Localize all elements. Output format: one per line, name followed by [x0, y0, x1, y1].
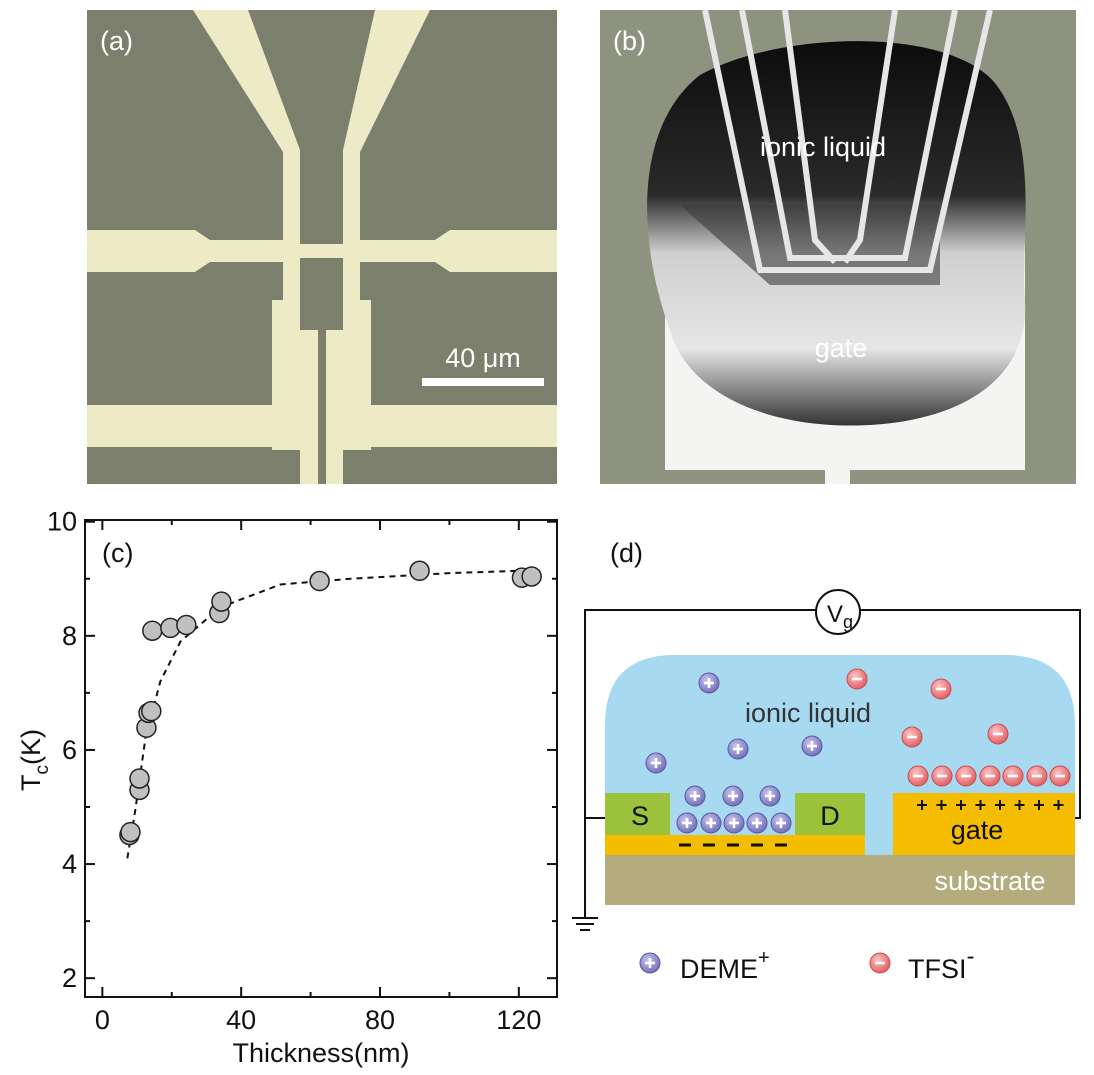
surface-charge: [936, 800, 947, 810]
y-tick-label: 4: [62, 849, 77, 879]
panel-d: (d) Vg S D gate substrate ionic liquid D…: [572, 538, 1081, 984]
x-axis-label: Thickness(nm): [232, 1038, 409, 1068]
substrate: [605, 855, 1075, 905]
gate-lead: [825, 465, 850, 484]
y-tick-label: 10: [47, 507, 77, 537]
ion-sign: [645, 958, 655, 968]
legend-cation: DEME+: [680, 947, 770, 984]
ion-sign: [651, 758, 661, 768]
y-label-unit: (K): [16, 729, 46, 765]
surface-charge: [975, 800, 986, 810]
data-point: [409, 560, 430, 582]
panel-label: (a): [100, 26, 133, 56]
surface-charge: [995, 800, 1005, 810]
ion-sign: [765, 791, 775, 801]
x-tick-label: 0: [95, 1005, 110, 1035]
electrodes: [87, 10, 557, 484]
ion-sign: [728, 791, 738, 801]
panel-label: (c): [102, 538, 133, 568]
v: V: [827, 601, 843, 628]
ion-sign: [733, 744, 743, 754]
drain: [795, 793, 865, 835]
data-point: [176, 614, 197, 636]
ion-sign: [752, 818, 762, 828]
source: [605, 793, 670, 835]
y-label-main: T: [16, 775, 46, 792]
legend-anion: TFSI-: [908, 943, 975, 984]
plot-frame: [84, 519, 558, 998]
data-point: [120, 821, 141, 843]
scale-bar: [422, 378, 544, 386]
fit-curve: [126, 569, 521, 859]
surface-charge: [1014, 800, 1025, 810]
data-point: [142, 620, 163, 641]
legend-sup: -: [967, 943, 975, 970]
v-sub: g: [843, 612, 853, 632]
panel-label: (d): [610, 538, 643, 568]
leads: [702, 9, 993, 273]
channel-area: [680, 205, 940, 285]
x-tick-label: 40: [226, 1005, 256, 1035]
source-label: S: [631, 801, 649, 831]
data-point: [141, 700, 162, 722]
surface-charge: [956, 800, 966, 810]
ion-sign: [682, 818, 692, 828]
liquid-label: ionic liquid: [760, 132, 886, 162]
ion-sign: [807, 741, 817, 751]
panel-a: 40 μm (a): [87, 10, 557, 484]
surface-charge: [1053, 800, 1064, 810]
liquid-label: ionic liquid: [745, 698, 871, 728]
gate-label: gate: [951, 815, 1004, 845]
y-tick-label: 2: [62, 963, 77, 993]
ion-sign: [776, 818, 786, 828]
panel-label: (b): [613, 26, 646, 56]
y-axis-label: Tc(K): [16, 729, 53, 791]
ion-sign: [704, 678, 714, 688]
substrate-label: substrate: [934, 866, 1045, 896]
y-tick-label: 8: [62, 621, 77, 651]
ions: [639, 668, 1071, 974]
data-point: [211, 591, 232, 612]
panel-c: (c) Thickness(nm) Tc(K) 0 40 80 120 2 4 6 8 10: [16, 507, 558, 1068]
y-tick-label: 6: [62, 735, 77, 765]
y-label-sub: c: [32, 765, 53, 775]
gate-label: gate: [815, 333, 868, 363]
scale-label: 40 μm: [445, 343, 521, 373]
ion-sign: [706, 818, 716, 828]
data-point: [129, 768, 150, 789]
panel-b: ionic liquid gate (b): [600, 9, 1076, 484]
x-tick-label: 80: [365, 1005, 395, 1035]
surface-charge: [1034, 800, 1044, 810]
legend-text: TFSI: [908, 954, 967, 984]
ion-sign: [729, 818, 739, 828]
voltage-label: Vg: [827, 601, 853, 632]
gate-electrode: [893, 793, 1075, 855]
surface-charge: [917, 800, 927, 810]
legend-sup: +: [758, 947, 770, 969]
circuit: [572, 589, 1081, 931]
ion-sign: [690, 791, 700, 801]
x-tick-label: 120: [496, 1005, 541, 1035]
data-point: [309, 570, 330, 592]
legend-text: DEME: [680, 954, 758, 984]
drain-label: D: [820, 801, 840, 831]
data-point: [521, 566, 542, 587]
